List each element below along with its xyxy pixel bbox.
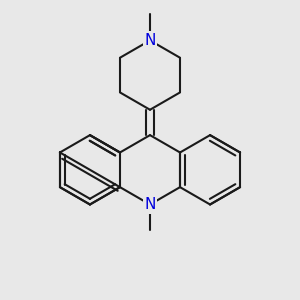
Text: N: N: [144, 33, 156, 48]
Text: N: N: [144, 197, 156, 212]
